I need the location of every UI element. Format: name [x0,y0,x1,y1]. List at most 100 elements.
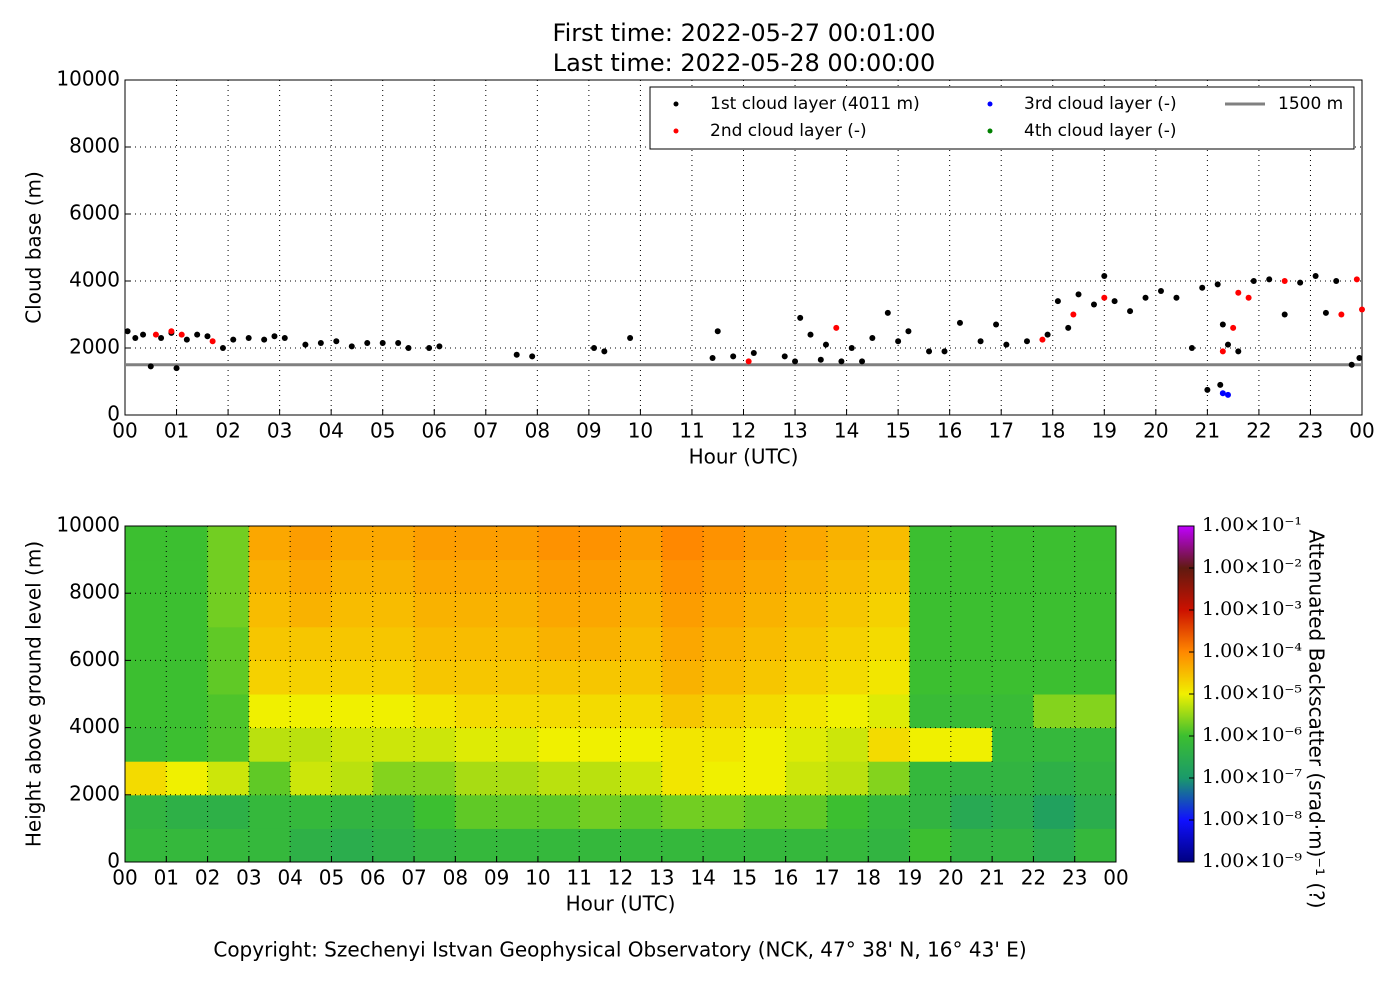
heatmap-cell [537,694,580,729]
heatmap-cell [455,593,498,628]
chart-title: First time: 2022-05-27 00:01:00 [553,19,936,47]
heatmap-cell [1033,660,1076,695]
heatmap-cell [207,694,250,729]
heatmap-cell [1033,559,1076,594]
heatmap-cell [1033,727,1076,762]
x-tick-label: 06 [422,419,447,443]
data-point [219,345,226,351]
y-tick-label: 2000 [69,335,120,359]
data-point [132,334,139,341]
data-point [364,339,371,346]
data-point [1245,294,1252,301]
heatmap-cell [579,593,621,628]
data-point [709,355,716,362]
chart-subtitle: Last time: 2022-05-28 00:00:00 [553,49,935,77]
x-tick-label: 18 [1040,419,1065,443]
heatmap-cell [785,626,828,661]
data-point [1217,381,1224,388]
heatmap-cell [703,526,745,561]
y-tick-label: 6000 [69,647,120,671]
heatmap-cell [125,660,167,695]
heatmap-cell [950,660,993,695]
data-point [348,343,355,350]
heatmap-cell [703,794,745,829]
heatmap-cell [826,526,869,561]
heatmap-cell [992,593,1034,628]
heatmap-cell [703,626,745,661]
x-axis-label: Hour (UTC) [566,892,676,916]
legend-marker [673,128,679,134]
heatmap-cell [703,559,745,594]
heatmap-cell [744,694,787,729]
x-tick-label: 15 [885,419,910,443]
heatmap-cell [1074,694,1117,729]
x-tick-label: 17 [814,866,839,890]
heatmap-cell [372,694,415,729]
data-point [884,309,891,316]
heatmap-cell [331,593,374,628]
heatmap-cell [125,761,167,796]
data-point [1111,298,1118,305]
heatmap-cell [868,828,911,863]
heatmap-cell [909,828,952,863]
data-point [792,358,799,365]
heatmap-cell [166,828,209,863]
data-point [281,334,288,341]
heatmap-cell [496,526,539,561]
legend-marker [987,128,993,134]
heatmap-cell [372,727,415,762]
x-tick-label: 05 [319,866,344,890]
x-tick-label: 07 [473,419,498,443]
heatmap-cell [744,559,787,594]
heatmap-cell [950,626,993,661]
heatmap-cell [909,761,952,796]
heatmap-cell [290,626,332,661]
data-point [601,348,608,355]
x-tick-label: 10 [628,419,653,443]
heatmap-cell [414,626,456,661]
x-tick-label: 13 [782,419,807,443]
heatmap-cell [372,794,415,829]
heatmap-cell [661,593,704,628]
heatmap-cell [868,526,911,561]
x-tick-label: 06 [360,866,385,890]
heatmap-cell [331,794,374,829]
heatmap-cell [868,694,911,729]
x-tick-label: 12 [608,866,633,890]
heatmap-cell [579,526,621,561]
data-point [1204,386,1211,393]
heatmap-cell [1033,626,1076,661]
heatmap-cell [331,828,374,863]
data-point [1359,306,1365,313]
heatmap-cell [455,828,498,863]
data-point [750,350,757,357]
heatmap-cell [414,761,456,796]
heatmap-cell [290,727,332,762]
heatmap-cell [248,761,291,796]
data-point [905,328,912,335]
heatmap-cell [579,559,621,594]
data-point [833,324,840,331]
data-point [1101,272,1108,279]
heatmap-cell [537,761,580,796]
heatmap-cell [290,694,332,729]
data-point [124,328,131,335]
colorbar-tick-label: 1.00×10⁻¹ [1202,514,1302,536]
heatmap-cell [207,660,250,695]
y-tick-label: 8000 [69,580,120,604]
x-tick-label: 04 [318,419,343,443]
heatmap-cell [1074,761,1117,796]
data-point [1188,345,1195,351]
heatmap-cell [290,761,332,796]
heatmap-cell [703,694,745,729]
heatmap-cell [661,660,704,695]
heatmap-cell [207,626,250,661]
heatmap-cell [703,828,745,863]
data-point [1070,311,1077,318]
heatmap-cell [290,526,332,561]
data-point [977,338,984,345]
x-tick-label: 15 [732,866,757,890]
data-point [1214,281,1221,288]
y-tick-label: 2000 [69,781,120,805]
